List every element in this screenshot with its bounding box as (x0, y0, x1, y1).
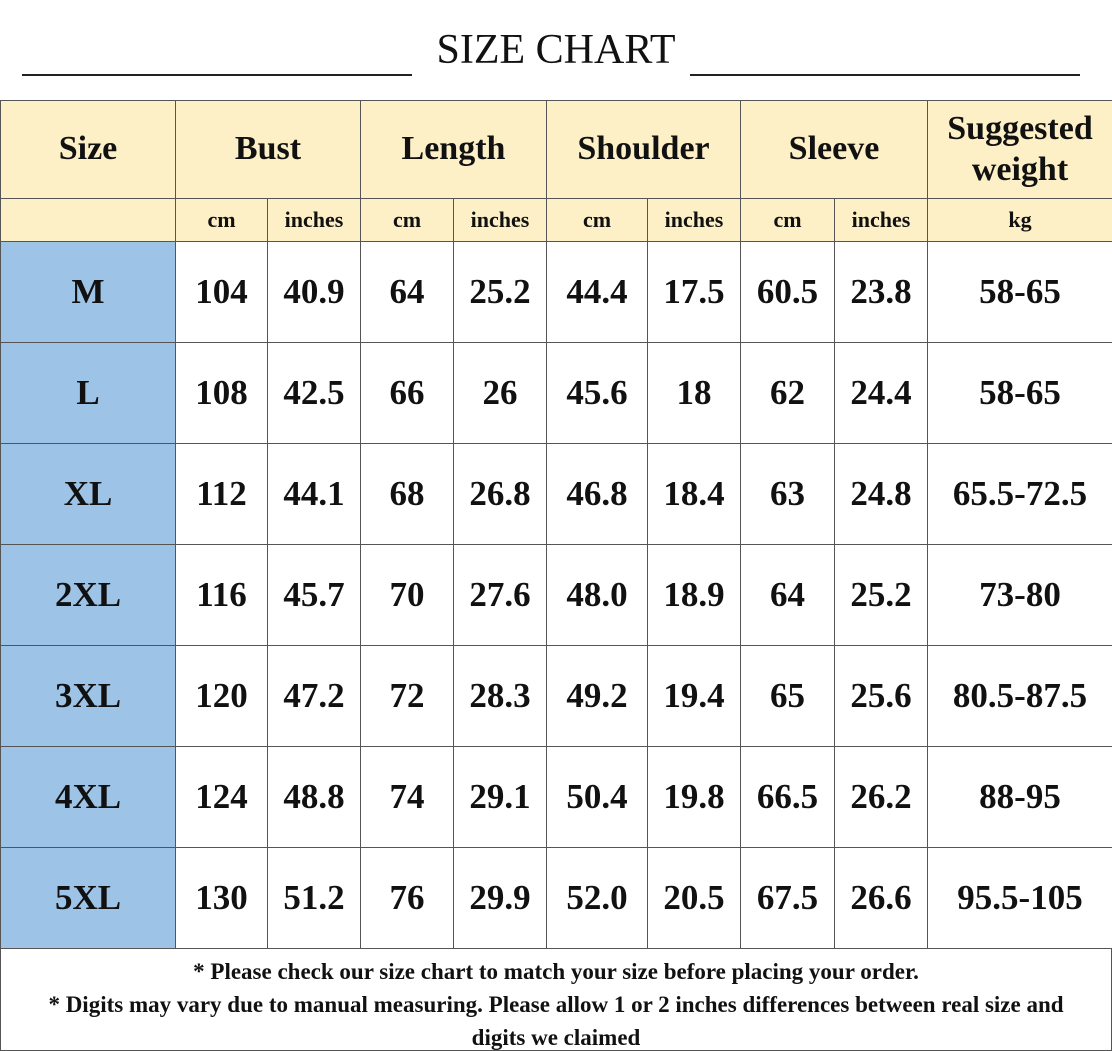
column-header: Sleeve (740, 100, 928, 199)
table-cell: 42.5 (267, 342, 361, 444)
table-cell: 26 (453, 342, 547, 444)
table-cell: 17.5 (647, 241, 741, 343)
table-cell: 65.5-72.5 (927, 443, 1112, 545)
table-cell: 104 (175, 241, 268, 343)
table-cell: 67.5 (740, 847, 835, 949)
table-cell: 45.6 (546, 342, 648, 444)
column-header: Size (0, 100, 176, 199)
table-cell: 25.6 (834, 645, 928, 747)
size-label: L (0, 342, 176, 444)
size-label: 5XL (0, 847, 176, 949)
table-cell: 48.0 (546, 544, 648, 646)
table-cell: 23.8 (834, 241, 928, 343)
column-header: Suggested weight (927, 100, 1112, 199)
unit-cell: inches (267, 198, 361, 242)
unit-cell: inches (453, 198, 547, 242)
size-label: 3XL (0, 645, 176, 747)
table-cell: 40.9 (267, 241, 361, 343)
table-cell: 24.4 (834, 342, 928, 444)
unit-cell: cm (175, 198, 268, 242)
table-cell: 66.5 (740, 746, 835, 848)
table-cell: 130 (175, 847, 268, 949)
table-cell: 124 (175, 746, 268, 848)
title-rule (22, 74, 412, 76)
table-cell: 20.5 (647, 847, 741, 949)
table-cell: 27.6 (453, 544, 547, 646)
table-cell: 68 (360, 443, 454, 545)
table-cell: 25.2 (834, 544, 928, 646)
table-cell: 45.7 (267, 544, 361, 646)
size-label: 4XL (0, 746, 176, 848)
footer: * Please check our size chart to match y… (0, 948, 1112, 1051)
column-header: Shoulder (546, 100, 741, 199)
table-cell: 60.5 (740, 241, 835, 343)
table-cell: 73-80 (927, 544, 1112, 646)
table-cell: 66 (360, 342, 454, 444)
table-cell: 26.2 (834, 746, 928, 848)
table-cell: 116 (175, 544, 268, 646)
table-cell: 74 (360, 746, 454, 848)
unit-cell: cm (360, 198, 454, 242)
table-cell: 63 (740, 443, 835, 545)
column-header: Bust (175, 100, 361, 199)
table-cell: 29.1 (453, 746, 547, 848)
table-cell: 76 (360, 847, 454, 949)
table-cell: 58-65 (927, 241, 1112, 343)
size-label: XL (0, 443, 176, 545)
table-cell: 95.5-105 (927, 847, 1112, 949)
unit-cell: cm (546, 198, 648, 242)
size-label: M (0, 241, 176, 343)
table-cell: 26.8 (453, 443, 547, 545)
unit-cell: inches (647, 198, 741, 242)
table-cell: 44.1 (267, 443, 361, 545)
table-cell: 72 (360, 645, 454, 747)
table-cell: 112 (175, 443, 268, 545)
table-cell: 19.4 (647, 645, 741, 747)
title: SIZE CHART (436, 27, 676, 73)
table-cell: 48.8 (267, 746, 361, 848)
table-cell: 108 (175, 342, 268, 444)
table-cell: 50.4 (546, 746, 648, 848)
table-cell: 70 (360, 544, 454, 646)
table-cell: 62 (740, 342, 835, 444)
table-cell: 44.4 (546, 241, 648, 343)
table-cell: 52.0 (546, 847, 648, 949)
table-cell: 24.8 (834, 443, 928, 545)
table-cell: 29.9 (453, 847, 547, 949)
table-cell: 26.6 (834, 847, 928, 949)
table-cell: 28.3 (453, 645, 547, 747)
title-rule (690, 74, 1080, 76)
table-cell: 47.2 (267, 645, 361, 747)
table-cell: 120 (175, 645, 268, 747)
unit-cell (0, 198, 176, 242)
table-cell: 58-65 (927, 342, 1112, 444)
table-cell: 51.2 (267, 847, 361, 949)
table-cell: 49.2 (546, 645, 648, 747)
footer-note: * Please check our size chart to match y… (193, 959, 919, 984)
table-cell: 88-95 (927, 746, 1112, 848)
unit-cell: kg (927, 198, 1112, 242)
table-cell: 65 (740, 645, 835, 747)
table-cell: 18 (647, 342, 741, 444)
table-cell: 80.5-87.5 (927, 645, 1112, 747)
table-cell: 19.8 (647, 746, 741, 848)
table-cell: 64 (360, 241, 454, 343)
size-label: 2XL (0, 544, 176, 646)
unit-cell: cm (740, 198, 835, 242)
table-cell: 64 (740, 544, 835, 646)
footer-note: * Digits may vary due to manual measurin… (48, 992, 1064, 1050)
table-cell: 25.2 (453, 241, 547, 343)
table-cell: 18.9 (647, 544, 741, 646)
table-cell: 46.8 (546, 443, 648, 545)
unit-cell: inches (834, 198, 928, 242)
column-header: Length (360, 100, 547, 199)
table-cell: 18.4 (647, 443, 741, 545)
